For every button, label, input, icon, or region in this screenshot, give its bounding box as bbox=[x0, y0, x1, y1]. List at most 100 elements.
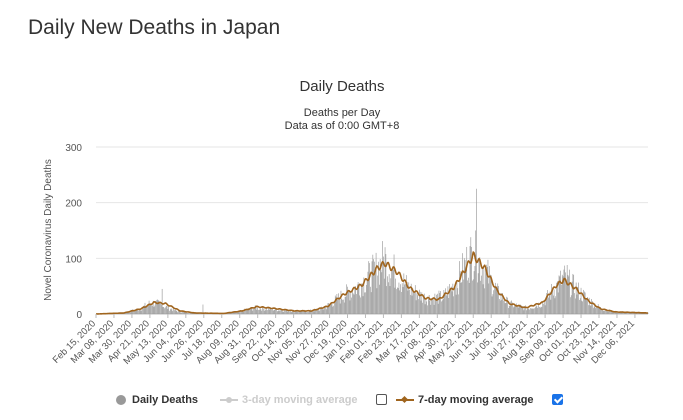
daily-deaths-bar bbox=[428, 295, 430, 314]
daily-deaths-bar bbox=[234, 311, 236, 314]
daily-deaths-bar bbox=[414, 285, 416, 314]
daily-deaths-bar bbox=[359, 295, 361, 314]
daily-deaths-bar bbox=[247, 308, 249, 314]
daily-deaths-bar bbox=[145, 306, 147, 314]
daily-deaths-bar bbox=[541, 307, 543, 314]
daily-deaths-bar bbox=[177, 312, 178, 314]
daily-deaths-bar bbox=[497, 283, 499, 314]
checkbox-7-day-average[interactable] bbox=[552, 394, 563, 405]
daily-deaths-bar bbox=[274, 309, 276, 314]
daily-deaths-bar bbox=[472, 280, 473, 314]
daily-deaths-bar bbox=[337, 299, 339, 314]
daily-deaths-bar bbox=[438, 290, 440, 314]
daily-deaths-bar bbox=[375, 252, 377, 314]
daily-deaths-bar bbox=[564, 265, 566, 314]
daily-deaths-bar bbox=[329, 304, 330, 314]
daily-deaths-bar bbox=[390, 278, 392, 314]
daily-deaths-bar bbox=[475, 230, 477, 314]
daily-deaths-bar bbox=[168, 305, 169, 314]
daily-deaths-bar bbox=[228, 312, 230, 314]
daily-deaths-bar bbox=[559, 276, 561, 314]
daily-deaths-bar bbox=[597, 306, 598, 314]
legend-item-7-day-average[interactable]: 7-day moving average bbox=[396, 392, 534, 408]
daily-deaths-bar bbox=[400, 284, 401, 314]
daily-deaths-bar bbox=[490, 275, 492, 314]
daily-deaths-bar bbox=[365, 285, 367, 314]
daily-deaths-bar bbox=[449, 284, 450, 314]
daily-deaths-bar bbox=[612, 310, 614, 314]
daily-deaths-bar bbox=[285, 310, 287, 314]
daily-deaths-bar bbox=[343, 299, 344, 314]
daily-deaths-bar bbox=[543, 303, 544, 314]
daily-deaths-bar bbox=[500, 292, 502, 314]
daily-deaths-bar bbox=[432, 298, 433, 314]
daily-deaths-bar bbox=[238, 310, 240, 314]
daily-deaths-bar bbox=[138, 310, 140, 314]
daily-deaths-bar bbox=[518, 304, 520, 314]
daily-deaths-bar bbox=[540, 306, 542, 314]
daily-deaths-bar bbox=[152, 305, 153, 314]
daily-deaths-bar bbox=[539, 306, 540, 314]
y-tick-label: 100 bbox=[65, 254, 82, 265]
daily-deaths-bar bbox=[362, 296, 364, 314]
daily-deaths-bar bbox=[328, 303, 330, 314]
daily-deaths-bar bbox=[348, 290, 350, 314]
daily-deaths-bar bbox=[321, 308, 323, 314]
daily-deaths-bar bbox=[547, 290, 548, 314]
daily-deaths-bar bbox=[477, 282, 478, 314]
daily-deaths-bar bbox=[464, 260, 466, 314]
daily-deaths-bar bbox=[314, 308, 316, 314]
daily-deaths-bar bbox=[344, 296, 346, 314]
daily-deaths-bar bbox=[282, 311, 284, 314]
daily-deaths-bar bbox=[614, 312, 615, 314]
daily-deaths-bar bbox=[606, 309, 608, 314]
daily-deaths-bar bbox=[166, 305, 168, 314]
daily-deaths-bar bbox=[605, 310, 606, 314]
daily-deaths-bar bbox=[480, 280, 481, 314]
daily-deaths-bar bbox=[615, 312, 617, 314]
legend-label-7-day-average: 7-day moving average bbox=[418, 394, 534, 406]
daily-deaths-bar bbox=[256, 309, 258, 314]
daily-deaths-bar bbox=[164, 308, 165, 314]
daily-deaths-bar bbox=[465, 268, 467, 314]
daily-deaths-bar bbox=[410, 294, 411, 314]
daily-deaths-bar bbox=[417, 295, 419, 314]
daily-deaths-bar bbox=[155, 301, 156, 314]
daily-deaths-bar bbox=[174, 310, 175, 314]
daily-deaths-bar bbox=[601, 309, 603, 314]
daily-deaths-bar bbox=[358, 285, 360, 314]
legend-label-daily-deaths: Daily Deaths bbox=[132, 394, 199, 406]
daily-deaths-bar bbox=[346, 284, 348, 314]
daily-deaths-bar bbox=[423, 293, 425, 314]
daily-deaths-bar bbox=[290, 312, 292, 314]
legend-item-daily-deaths[interactable]: Daily Deaths bbox=[116, 392, 198, 408]
daily-deaths-bar bbox=[273, 309, 275, 314]
daily-deaths-bar bbox=[493, 290, 494, 314]
daily-deaths-bar bbox=[459, 271, 461, 314]
checkbox-3-day-average[interactable] bbox=[376, 394, 387, 405]
daily-deaths-bar bbox=[250, 307, 252, 314]
daily-deaths-bar bbox=[468, 277, 469, 314]
daily-deaths-bar bbox=[169, 309, 171, 314]
daily-deaths-bar bbox=[504, 303, 506, 314]
daily-deaths-bar bbox=[558, 275, 560, 314]
daily-deaths-bar bbox=[562, 276, 564, 314]
daily-deaths-bar bbox=[194, 313, 196, 314]
legend-item-3-day-average[interactable]: 3-day moving average bbox=[220, 392, 358, 408]
daily-deaths-bar bbox=[229, 312, 231, 314]
daily-deaths-bar bbox=[372, 254, 374, 314]
daily-deaths-bar bbox=[156, 300, 157, 314]
chart-subtitle: Deaths per Day bbox=[304, 107, 381, 119]
daily-deaths-bar bbox=[281, 310, 283, 314]
daily-deaths-bar bbox=[161, 304, 162, 314]
daily-deaths-bar bbox=[138, 310, 139, 314]
daily-deaths-bar bbox=[321, 306, 322, 314]
daily-deaths-bar bbox=[169, 310, 170, 314]
daily-deaths-bar bbox=[619, 312, 620, 314]
daily-deaths-bar bbox=[576, 294, 578, 314]
daily-deaths-bar bbox=[596, 307, 597, 314]
daily-deaths-bar bbox=[338, 293, 339, 314]
daily-deaths-bar bbox=[243, 311, 245, 314]
daily-deaths-bar bbox=[250, 309, 251, 314]
daily-deaths-bar bbox=[544, 305, 546, 314]
